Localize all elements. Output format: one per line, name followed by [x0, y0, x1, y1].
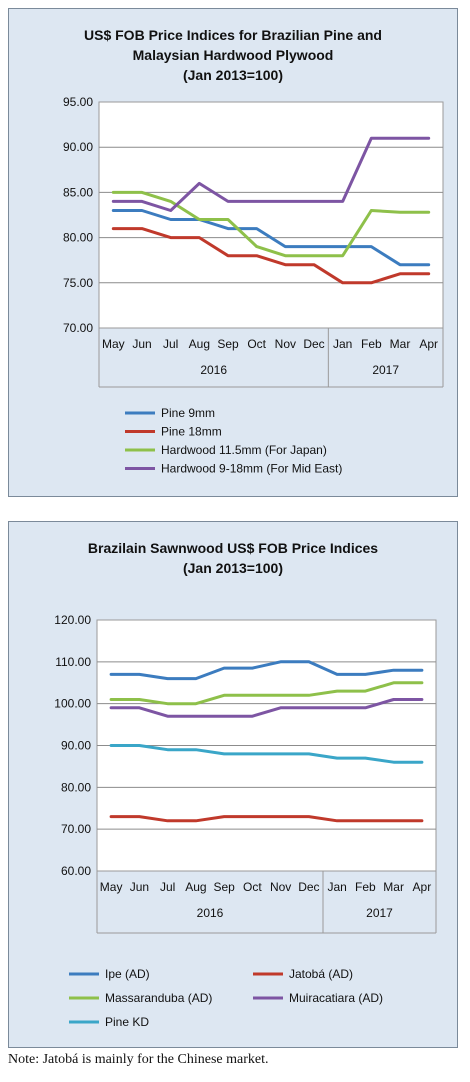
x-tick-label: Nov	[270, 880, 291, 894]
series-line	[109, 815, 424, 823]
x-tick-label: Jul	[163, 337, 178, 351]
x-tick-label: Jan	[333, 337, 352, 351]
x-tick-label: Apr	[413, 880, 432, 894]
chart-panel-plywood: US$ FOB Price Indices for Brazilian Pine…	[8, 8, 458, 497]
chart-panel-sawnwood: Brazilain Sawnwood US$ FOB Price Indices…	[8, 521, 458, 1048]
series-line	[109, 744, 424, 764]
legend-label: Hardwood 9-18mm (For Mid East)	[161, 462, 342, 476]
y-tick-label: 95.00	[63, 95, 93, 109]
year-group-label: 2017	[366, 906, 393, 920]
x-tick-label: Jun	[130, 880, 149, 894]
series-line	[111, 227, 431, 285]
chart-title-line-2: Malaysian Hardwood Plywood	[132, 47, 334, 63]
chart-title: Brazilain Sawnwood US$ FOB Price Indices…	[9, 538, 457, 578]
series-line	[111, 190, 431, 258]
y-tick-label: 90.00	[61, 739, 91, 753]
y-tick-label: 80.00	[63, 231, 93, 245]
x-tick-label: Mar	[390, 337, 411, 351]
y-tick-label: 70.00	[63, 321, 93, 335]
x-tick-label: Aug	[189, 337, 210, 351]
x-tick-label: Jul	[160, 880, 175, 894]
x-tick-label: May	[100, 880, 123, 894]
x-tick-label: Mar	[383, 880, 404, 894]
x-tick-label: Feb	[355, 880, 376, 894]
legend-label: Massaranduba (AD)	[105, 991, 212, 1005]
y-tick-label: 100.00	[54, 697, 91, 711]
series-line	[109, 681, 424, 706]
chart-title-line-1: US$ FOB Price Indices for Brazilian Pine…	[84, 27, 382, 43]
legend-label: Pine 9mm	[161, 406, 215, 420]
y-tick-label: 110.00	[55, 655, 91, 669]
chart-title: US$ FOB Price Indices for Brazilian Pine…	[9, 25, 457, 85]
year-group-label: 2016	[200, 363, 227, 377]
year-group-label: 2017	[372, 363, 399, 377]
series-line	[109, 660, 424, 681]
x-tick-label: Dec	[298, 880, 319, 894]
y-tick-label: 60.00	[61, 864, 91, 878]
x-tick-label: Oct	[247, 337, 266, 351]
legend-label: Muiracatiara (AD)	[289, 991, 383, 1005]
chart-title-line-3: (Jan 2013=100)	[182, 67, 284, 83]
sawnwood-chart-svg: 60.00 70.00 80.00 90.00 100.00 110.00 120.00 Ma…	[54, 613, 437, 1029]
year-group-label: 2016	[197, 906, 224, 920]
y-tick-label: 85.00	[63, 185, 93, 199]
y-tick-label: 80.00	[61, 780, 91, 794]
series-line	[111, 209, 431, 267]
series-line	[109, 698, 424, 718]
x-tick-label: Sep	[217, 337, 239, 351]
legend-label: Jatobá (AD)	[289, 967, 353, 981]
y-tick-label: 75.00	[63, 276, 93, 290]
footnote: Note: Jatobá is mainly for the Chinese m…	[8, 1052, 269, 1067]
x-tick-label: Oct	[243, 880, 262, 894]
x-tick-label: Jun	[132, 337, 151, 351]
legend-label: Pine KD	[105, 1015, 149, 1029]
y-tick-label: 120.00	[54, 613, 91, 627]
y-tick-label: 90.00	[63, 140, 93, 154]
x-tick-label: Nov	[275, 337, 296, 351]
x-tick-label: Dec	[303, 337, 324, 351]
y-tick-label: 70.00	[61, 822, 91, 836]
series-line	[111, 136, 431, 212]
x-tick-label: Apr	[419, 337, 438, 351]
x-tick-label: Sep	[213, 880, 235, 894]
legend-label: Hardwood 11.5mm (For Japan)	[161, 443, 327, 457]
plywood-chart-svg: 70.00 75.00 80.00 85.00 90.00 95.00 May Jun Jul A…	[63, 95, 444, 476]
x-tick-label: May	[102, 337, 125, 351]
legend-label: Ipe (AD)	[105, 967, 150, 981]
chart-title-line-1: Brazilain Sawnwood US$ FOB Price Indices	[87, 540, 379, 556]
x-tick-label: Jan	[327, 880, 346, 894]
legend-label: Pine 18mm	[161, 425, 222, 439]
chart-title-line-2: (Jan 2013=100)	[182, 560, 284, 576]
x-tick-label: Feb	[361, 337, 382, 351]
x-tick-label: Aug	[185, 880, 206, 894]
plot-area	[98, 101, 444, 329]
